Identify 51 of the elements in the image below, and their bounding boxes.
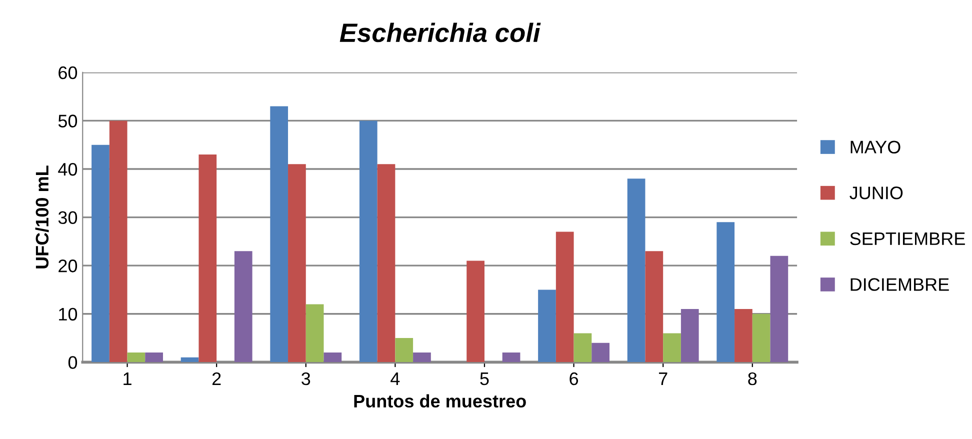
y-tick-label: 30 (58, 211, 78, 224)
bar (627, 178, 646, 362)
y-axis-title: UFC/100 mL (35, 166, 49, 268)
legend-label: MAYO (850, 140, 900, 154)
bar (359, 120, 378, 362)
bar (466, 260, 484, 362)
x-tick-label: 4 (390, 372, 400, 385)
legend-label: DICIEMBRE (850, 278, 949, 291)
bar (180, 357, 199, 362)
bar (770, 256, 788, 362)
x-tick-label: 5 (480, 372, 489, 386)
x-tick-label: 3 (302, 372, 310, 386)
bar (734, 309, 752, 362)
x-tick-label: 2 (212, 372, 221, 385)
x-tick-label: 6 (570, 372, 578, 386)
y-tick-label: 20 (58, 260, 78, 272)
legend-label: JUNIO (850, 186, 903, 200)
bar (145, 352, 163, 362)
bar (324, 352, 342, 362)
bar (663, 333, 681, 362)
y-tick-label: 50 (58, 114, 78, 128)
chart-title: Escherichia coli (340, 22, 541, 42)
bar (413, 352, 431, 362)
bar (502, 352, 520, 362)
bar (270, 106, 288, 362)
legend-label: SEPTIEMBRE (850, 232, 965, 246)
bar (716, 222, 735, 362)
bar (592, 342, 610, 362)
y-tick-label: 40 (58, 162, 78, 176)
y-tick-label: 60 (58, 66, 78, 80)
x-tick-label: 7 (658, 372, 668, 385)
y-tick-label: 10 (59, 308, 78, 321)
bar (109, 120, 128, 362)
bar (288, 164, 306, 362)
bar (198, 154, 217, 362)
bar (752, 314, 770, 362)
bar (395, 338, 414, 362)
bar (306, 304, 324, 362)
bar (680, 309, 699, 362)
bar (234, 251, 252, 362)
x-tick-label: 8 (748, 372, 757, 386)
bar (556, 232, 574, 362)
bar (538, 290, 556, 362)
bar (645, 251, 664, 362)
bar (92, 144, 110, 362)
bar (574, 333, 592, 362)
bar (127, 352, 146, 362)
x-axis-title: Puntos de muestreo (354, 394, 526, 408)
x-tick-label: 1 (124, 372, 132, 385)
y-tick-label: 0 (68, 356, 78, 369)
bar (377, 164, 396, 362)
